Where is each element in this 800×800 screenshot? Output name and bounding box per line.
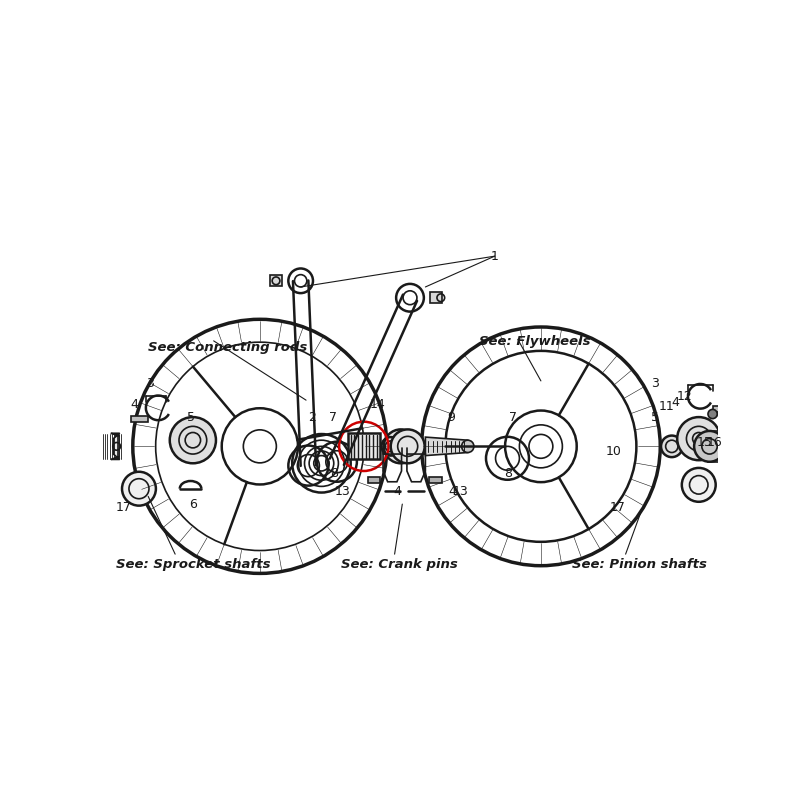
Text: See: Crank pins: See: Crank pins — [341, 558, 458, 571]
Text: 5: 5 — [186, 411, 194, 424]
Circle shape — [390, 430, 425, 463]
Circle shape — [694, 431, 725, 462]
Text: 4: 4 — [394, 486, 402, 498]
Text: 4: 4 — [130, 398, 138, 410]
Text: 5: 5 — [651, 411, 659, 424]
Text: 8: 8 — [330, 467, 338, 480]
Text: 17: 17 — [116, 502, 131, 514]
Text: 16: 16 — [707, 436, 722, 449]
Text: 11: 11 — [658, 400, 674, 413]
Text: 17: 17 — [610, 502, 626, 514]
Text: 10: 10 — [606, 446, 622, 458]
Text: 3: 3 — [651, 377, 658, 390]
Text: 12: 12 — [676, 390, 692, 403]
Circle shape — [661, 435, 682, 457]
Polygon shape — [426, 437, 468, 455]
Bar — [348, 434, 380, 459]
Text: See: Flywheels: See: Flywheels — [479, 334, 590, 348]
Text: 15: 15 — [696, 436, 712, 449]
Polygon shape — [779, 431, 800, 462]
Circle shape — [462, 440, 474, 453]
Text: 2: 2 — [308, 411, 316, 424]
Circle shape — [708, 410, 718, 418]
Text: 1: 1 — [490, 250, 498, 262]
Text: See: Sprocket shafts: See: Sprocket shafts — [116, 558, 270, 571]
Circle shape — [384, 430, 418, 463]
Bar — [713, 406, 730, 413]
Bar — [270, 275, 282, 286]
Text: 3: 3 — [146, 377, 154, 390]
Text: 8: 8 — [505, 467, 513, 480]
Text: 6: 6 — [189, 498, 197, 510]
Bar — [430, 477, 442, 483]
Circle shape — [170, 417, 216, 463]
Text: See: Connecting rods: See: Connecting rods — [148, 341, 307, 354]
Text: 4: 4 — [671, 396, 679, 409]
Text: 9: 9 — [448, 411, 455, 424]
Bar — [368, 477, 380, 483]
Polygon shape — [111, 434, 120, 459]
Text: 13: 13 — [334, 486, 350, 498]
Circle shape — [122, 472, 156, 506]
Bar — [131, 415, 148, 422]
Bar — [430, 292, 442, 303]
Text: 4: 4 — [449, 486, 456, 498]
Text: 13: 13 — [453, 486, 469, 498]
Text: See: Pinion shafts: See: Pinion shafts — [572, 558, 706, 571]
Text: 7: 7 — [329, 411, 337, 424]
Circle shape — [677, 417, 720, 460]
Polygon shape — [708, 431, 800, 462]
Text: 14: 14 — [370, 398, 386, 410]
Text: 7: 7 — [509, 411, 517, 424]
Circle shape — [682, 468, 716, 502]
